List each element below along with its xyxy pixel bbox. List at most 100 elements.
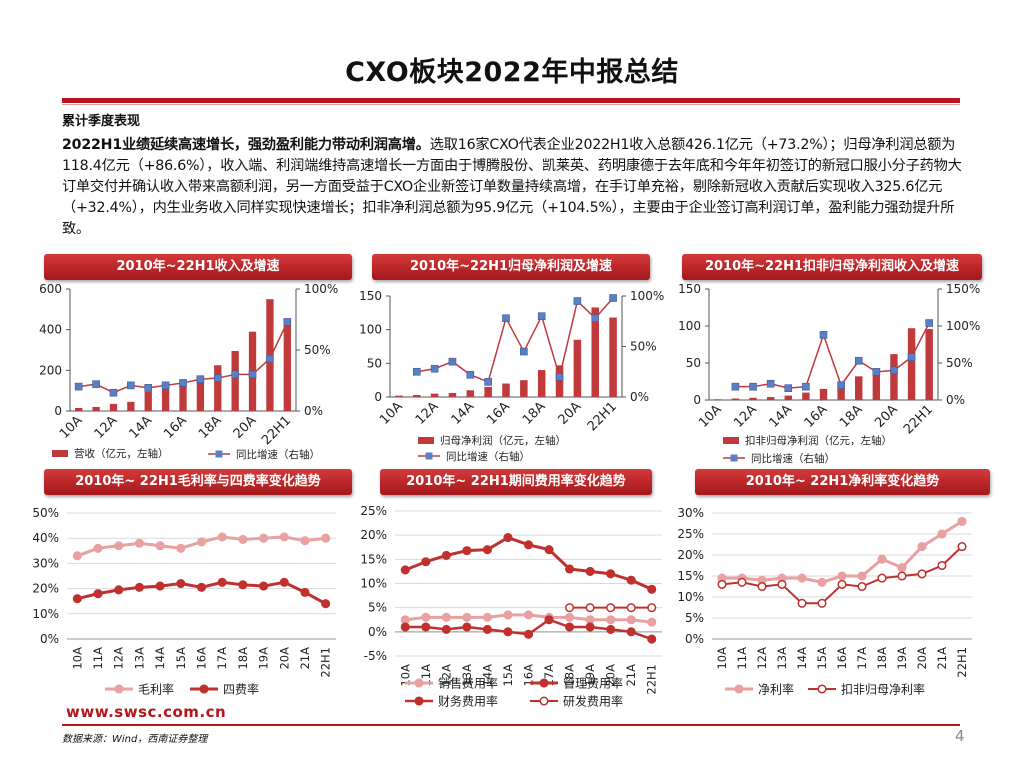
x-tick-label: 18A xyxy=(236,647,250,670)
series-point xyxy=(737,577,747,587)
yoy-point xyxy=(837,381,845,390)
x-tick-label: 15A xyxy=(174,647,188,670)
x-tick-label: 10A xyxy=(715,647,729,670)
series-point xyxy=(441,550,451,561)
series-point xyxy=(857,571,867,581)
yoy-point xyxy=(819,331,828,339)
y2-tick-label: 50% xyxy=(946,356,973,370)
series-point xyxy=(238,580,248,590)
y2-tick-label: 50% xyxy=(630,340,657,354)
title-divider-thin xyxy=(62,104,960,105)
y-tick-label: 40% xyxy=(32,531,59,545)
x-tick-label: 10A xyxy=(70,647,84,670)
yoy-point xyxy=(854,356,863,365)
x-tick-label: 19A xyxy=(583,664,597,687)
bar xyxy=(484,386,492,397)
yoy-point xyxy=(609,294,617,302)
x-tick-label: 13A xyxy=(132,647,146,670)
x-tick-label: 16A xyxy=(195,647,209,670)
section-subtitle: 累计季度表现 xyxy=(62,114,141,129)
series-point xyxy=(482,545,492,555)
bar xyxy=(144,391,152,411)
bar xyxy=(466,390,475,397)
bar xyxy=(537,370,546,397)
y-tick-label: -5% xyxy=(364,649,387,663)
yoy-point xyxy=(573,297,582,305)
series-point xyxy=(626,627,636,637)
y-tick-label: 10% xyxy=(360,577,387,591)
bar xyxy=(766,397,775,400)
series-point xyxy=(837,579,847,589)
yoy-point xyxy=(161,381,170,390)
series-point xyxy=(72,594,82,604)
series-point xyxy=(482,612,492,622)
series-point xyxy=(937,529,947,539)
x-tick-group: 18A xyxy=(236,647,250,670)
series-point xyxy=(93,589,103,599)
x-tick-label: 14A xyxy=(153,647,167,670)
series-point xyxy=(606,615,616,625)
yoy-point xyxy=(213,374,222,382)
x-tick-group: 10A xyxy=(70,647,84,670)
bar xyxy=(731,398,740,400)
x-tick-group: 17A xyxy=(215,647,229,670)
series-point xyxy=(565,564,575,574)
x-tick-group: 21A xyxy=(935,647,949,670)
x-tick-label: 11A xyxy=(735,647,749,670)
legend-swatch-marker xyxy=(539,696,549,706)
x-tick-group: 19A xyxy=(583,664,597,687)
x-tick-label: 15A xyxy=(501,664,515,687)
x-tick-label: 16A xyxy=(522,664,536,687)
yoy-point xyxy=(484,378,492,386)
series-point xyxy=(196,537,207,547)
y-tick-label: 15% xyxy=(360,552,387,566)
series-point xyxy=(300,587,310,597)
x-tick-group: 16A xyxy=(522,664,536,687)
legend-label: 同比增速（右轴） xyxy=(751,452,835,465)
y-tick-label: 600 xyxy=(39,282,62,296)
legend-swatch-marker xyxy=(425,452,433,460)
x-tick-group: 12A xyxy=(112,647,126,670)
x-tick-label: 14A xyxy=(795,647,809,670)
series-point xyxy=(523,629,534,639)
series-point xyxy=(897,563,907,573)
legend-swatch-marker xyxy=(414,678,424,688)
data-source: 数据来源：Wind，西南证券整理 xyxy=(62,734,208,745)
series-point xyxy=(877,554,887,564)
legend-label: 同比增速（右轴） xyxy=(446,450,530,463)
x-tick-group: 19A xyxy=(895,647,909,670)
y2-tick-label: 100% xyxy=(304,282,338,296)
legend-label: 管理费用率 xyxy=(563,676,623,691)
series-point xyxy=(155,581,165,591)
bar xyxy=(430,393,439,397)
series-point xyxy=(176,579,186,589)
x-tick-group: 11A xyxy=(91,647,105,670)
y2-tick-label: 100% xyxy=(946,319,980,333)
bar xyxy=(855,376,863,400)
series-point xyxy=(462,546,472,556)
yoy-point xyxy=(144,384,153,392)
series-point xyxy=(626,615,636,625)
yoy-point xyxy=(127,381,135,390)
summary-text: 选取16家CXO代表企业2022H1收入总额426.1亿元（+73.2%）；归母… xyxy=(62,137,962,237)
y-tick-label: 0 xyxy=(693,393,701,407)
yoy-point xyxy=(466,370,475,379)
series-point xyxy=(114,585,124,595)
series-point xyxy=(134,538,144,548)
x-tick-label: 22H1 xyxy=(319,647,333,678)
yoy-point xyxy=(283,318,292,326)
yoy-point xyxy=(92,380,100,388)
legend-swatch-marker xyxy=(199,684,209,694)
x-tick-group: 18A xyxy=(563,664,577,687)
x-tick-group: 10A xyxy=(398,664,412,687)
series-point xyxy=(606,603,616,613)
bar xyxy=(609,317,617,397)
series-point xyxy=(155,541,165,551)
footer-url[interactable]: www.swsc.com.cn xyxy=(66,703,227,721)
series-point xyxy=(957,542,967,552)
yoy-point xyxy=(872,368,881,376)
y-tick-label: 0% xyxy=(40,632,59,646)
series-point xyxy=(565,622,575,632)
y-tick-label: 10% xyxy=(677,590,704,604)
